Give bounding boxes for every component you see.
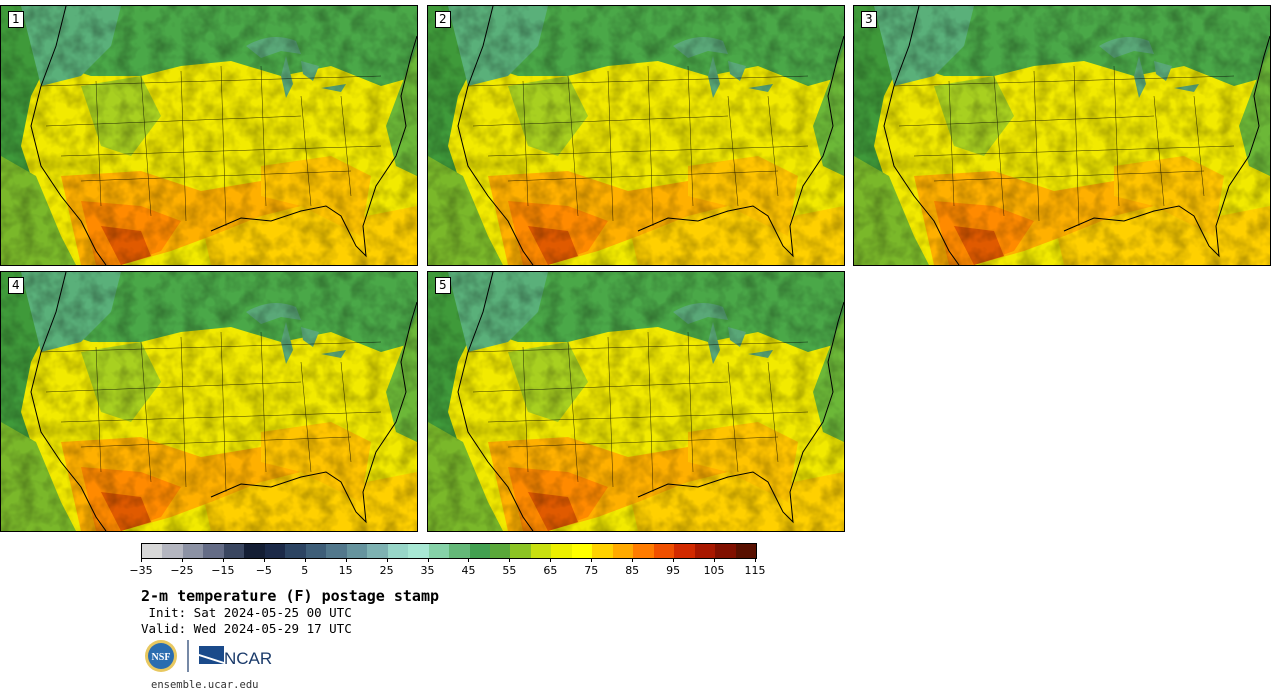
colorbar-swatch [285, 544, 306, 558]
colorbar-tick-label: −25 [170, 564, 194, 577]
colorbar-swatch [469, 544, 490, 558]
temperature-colorbar [141, 543, 757, 559]
valid-time: Valid: Wed 2024-05-29 17 UTC [141, 621, 352, 636]
colorbar-tick [427, 558, 429, 562]
colorbar-swatch [367, 544, 388, 558]
colorbar-swatch [203, 544, 224, 558]
colorbar-tick [304, 558, 306, 562]
colorbar-tick [755, 558, 756, 562]
colorbar-tick [222, 558, 224, 562]
colorbar-swatch [244, 544, 265, 558]
ensemble-member-map-1: 1 [0, 5, 418, 266]
colorbar-swatch [592, 544, 613, 558]
colorbar-swatch [408, 544, 429, 558]
colorbar-tick [714, 558, 716, 562]
ncar-logo-text: NCAR [224, 649, 272, 668]
colorbar-tick-label: 45 [461, 564, 476, 577]
colorbar-swatch [305, 544, 327, 558]
colorbar-tick-label: 115 [744, 564, 766, 577]
colorbar-swatch [449, 544, 470, 558]
colorbar-tick [263, 558, 265, 562]
colorbar-swatch [510, 544, 531, 558]
colorbar-tick [550, 558, 552, 562]
colorbar-tick [181, 558, 183, 562]
ensemble-member-map-3: 3 [853, 5, 1271, 266]
colorbar-swatch [530, 544, 552, 558]
colorbar-tick [591, 558, 593, 562]
member-number-label: 4 [8, 277, 24, 294]
temperature-map-1 [1, 6, 417, 265]
colorbar-tick-label: −5 [255, 564, 272, 577]
colorbar-swatch [633, 544, 654, 558]
colorbar-tick [673, 558, 675, 562]
colorbar-swatch [735, 544, 757, 558]
colorbar-tick-label: 5 [301, 564, 309, 577]
colorbar-swatch [674, 544, 695, 558]
colorbar-tick-label: 35 [420, 564, 435, 577]
colorbar-tick-label: −15 [211, 564, 235, 577]
temperature-map-3 [854, 6, 1270, 265]
colorbar-tick-label: 105 [703, 564, 725, 577]
member-number-label: 1 [8, 11, 24, 28]
colorbar-tick-label: 85 [625, 564, 640, 577]
colorbar-tick-label: 95 [666, 564, 681, 577]
colorbar-swatch [346, 544, 368, 558]
colorbar-tick [468, 558, 470, 562]
sponsor-logos: NSF NCAR [144, 638, 274, 676]
colorbar-tick [345, 558, 347, 562]
colorbar-tick [141, 558, 142, 562]
member-number-label: 2 [435, 11, 451, 28]
colorbar-swatch [694, 544, 716, 558]
nsf-logo-text: NSF [152, 652, 171, 663]
chart-title: 2-m temperature (F) postage stamp [141, 587, 440, 605]
nsf-logo-icon: NSF [145, 640, 177, 672]
ensemble-member-map-5: 5 [427, 271, 845, 532]
colorbar-swatch [428, 544, 450, 558]
member-number-label: 5 [435, 277, 451, 294]
colorbar-swatch [182, 544, 204, 558]
colorbar-swatch [715, 544, 736, 558]
temperature-map-5 [428, 272, 844, 531]
colorbar-swatch [571, 544, 593, 558]
colorbar-swatch [264, 544, 286, 558]
colorbar-tick-label: 55 [502, 564, 517, 577]
colorbar-swatch [223, 544, 245, 558]
ensemble-member-map-2: 2 [427, 5, 845, 266]
colorbar-ticks: −35 −25 −15 −5 5 15 25 35 45 55 65 75 85 95 105 115 [129, 558, 766, 578]
colorbar-swatch [489, 544, 511, 558]
colorbar-tick-label: 25 [379, 564, 394, 577]
colorbar-swatch [326, 544, 347, 558]
colorbar-tick-label: −35 [129, 564, 153, 577]
colorbar-tick [632, 558, 634, 562]
source-url: ensemble.ucar.edu [151, 679, 259, 691]
colorbar-swatch [142, 544, 163, 558]
colorbar-tick [509, 558, 511, 562]
member-number-label: 3 [861, 11, 877, 28]
colorbar-tick-label: 75 [584, 564, 599, 577]
colorbar-swatch [551, 544, 572, 558]
colorbar-swatch [653, 544, 675, 558]
colorbar-swatch [387, 544, 409, 558]
ensemble-member-map-4: 4 [0, 271, 418, 532]
colorbar-tick [386, 558, 388, 562]
colorbar-tick-label: 65 [543, 564, 558, 577]
temperature-map-4 [1, 272, 417, 531]
colorbar-swatch [612, 544, 634, 558]
ncar-logo-icon: NCAR [199, 646, 272, 668]
init-time: Init: Sat 2024-05-25 00 UTC [141, 605, 352, 620]
temperature-map-2 [428, 6, 844, 265]
colorbar-swatch [162, 544, 183, 558]
colorbar-tick-label: 15 [338, 564, 353, 577]
